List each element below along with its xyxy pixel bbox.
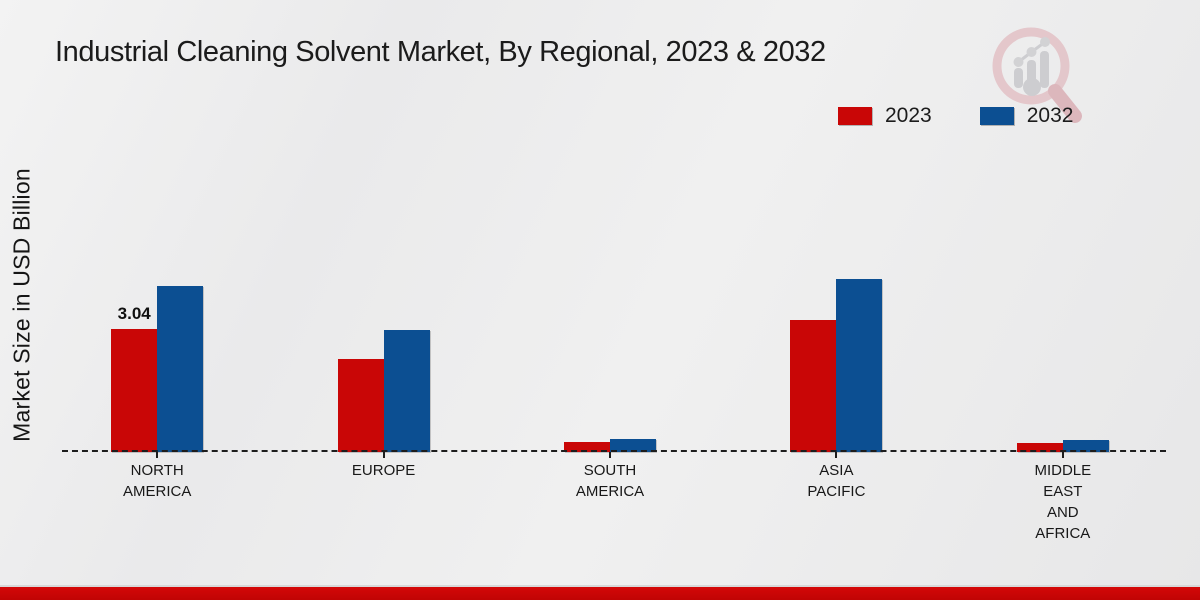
bar-2032-asia-pacific <box>836 279 883 452</box>
x-axis-baseline <box>62 450 1166 452</box>
bar-2032-europe <box>383 330 430 452</box>
bar-2032-north-america <box>157 286 204 452</box>
legend-swatch-2032 <box>979 107 1014 125</box>
legend-swatch-2023 <box>838 107 872 125</box>
bar-2023-asia-pacific <box>790 320 837 452</box>
logo-bar-2 <box>1027 60 1036 88</box>
bar-2023-middle-east-and-africa <box>1016 443 1063 452</box>
bar-2023-south-america <box>564 442 610 452</box>
logo-dot-3 <box>1040 37 1050 47</box>
x-axis-label-south-america: SOUTH AMERICA <box>575 462 645 500</box>
legend-item-2032: 2032 <box>979 104 1074 128</box>
x-axis-label-middle-east-and-africa: MIDDLE EAST AND AFRICA <box>1034 462 1092 542</box>
bar-2023-europe <box>337 359 384 452</box>
logo-bar-3 <box>1040 51 1049 88</box>
bar-2023-north-america <box>111 329 158 452</box>
brand-logo-watermark <box>992 27 1082 123</box>
data-label-2023-3.04: 3.04 <box>117 304 151 323</box>
logo-magnifier-handle <box>1048 84 1082 123</box>
x-axis-label-north-america: NORTH AMERICA <box>123 462 192 500</box>
bottom-accent-bar <box>0 587 1200 600</box>
x-tick-europe <box>382 452 385 458</box>
x-tick-south-america <box>609 452 611 458</box>
x-tick-middle-east-and-africa <box>1061 452 1064 458</box>
bar-2032-south-america <box>610 439 656 452</box>
legend-item-2023: 2023 <box>838 104 932 128</box>
x-axis-label-europe: EUROPE <box>351 462 416 479</box>
legend-label: 2032 <box>1026 104 1074 127</box>
logo-dot-2 <box>1026 47 1037 57</box>
logo-dot-1 <box>1013 57 1024 67</box>
x-axis-label-asia-pacific: ASIA PACIFIC <box>807 462 866 500</box>
x-tick-north-america <box>156 452 159 458</box>
logo-bar-1 <box>1014 68 1023 88</box>
logo-magnifier-ring <box>992 27 1070 105</box>
bar-2032-middle-east-and-africa <box>1062 440 1109 452</box>
legend-label: 2023 <box>885 104 932 127</box>
chart-title: Industrial Cleaning Solvent Market, By R… <box>55 36 826 68</box>
x-tick-asia-pacific <box>835 452 838 458</box>
chart-legend: 2023 2032 <box>838 104 1073 128</box>
